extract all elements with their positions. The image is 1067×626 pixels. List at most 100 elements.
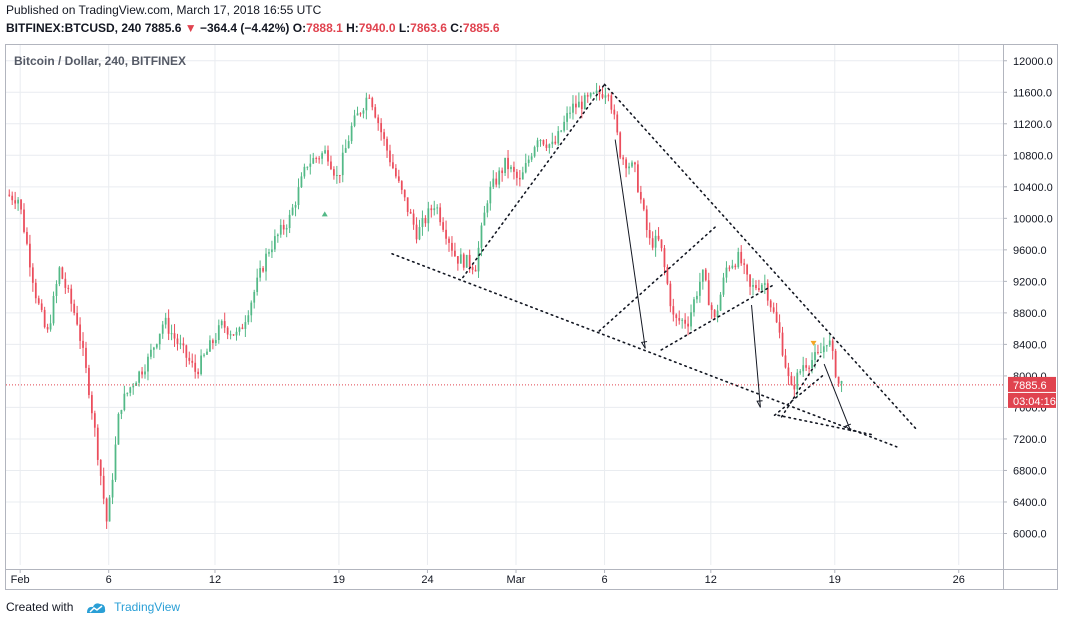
candle-body: [129, 387, 132, 393]
candle-body: [380, 123, 383, 133]
y-tick-label: 11200.0: [1013, 119, 1052, 131]
y-tick-label: 10000.0: [1013, 213, 1053, 225]
candle-body: [276, 234, 279, 237]
candle-body: [88, 367, 90, 396]
candle-body: [212, 340, 214, 344]
candle-body: [811, 360, 813, 369]
candle-body: [200, 355, 202, 375]
y-tick-label: 8400.0: [1013, 339, 1047, 351]
candle-body: [262, 268, 264, 272]
candle-body: [418, 227, 421, 240]
candle-body: [300, 176, 303, 188]
candle-body: [831, 340, 834, 351]
candle-body: [639, 191, 642, 200]
candle-body: [746, 264, 748, 275]
candle-body: [589, 93, 592, 97]
candle-body: [152, 347, 155, 350]
candle-body: [657, 235, 660, 240]
y-tick-label: 6400.0: [1013, 497, 1047, 509]
candle-body: [235, 331, 238, 336]
candle-body: [527, 159, 530, 164]
candle-body: [49, 323, 52, 330]
candle-body: [451, 242, 453, 251]
candle-body: [749, 274, 751, 287]
candle-body: [11, 195, 14, 201]
candle-body: [793, 384, 796, 390]
candle-body: [734, 265, 737, 268]
candle-body: [725, 267, 728, 278]
x-tick-label: Feb: [11, 574, 30, 586]
candle-body: [126, 392, 129, 394]
candle-body: [179, 343, 182, 345]
candle-body: [536, 140, 539, 148]
last-price-tag: [1008, 376, 1056, 392]
trend-line: [603, 83, 919, 432]
candle-body: [170, 333, 173, 335]
candle-body: [684, 319, 687, 324]
candle-body: [513, 166, 515, 172]
candle-body: [436, 207, 439, 209]
candle-body: [312, 157, 315, 164]
candle-body: [592, 93, 595, 95]
candle-body: [542, 140, 545, 145]
candle-body: [704, 269, 707, 281]
candle-body: [837, 376, 840, 384]
candle-body: [648, 230, 651, 239]
candle-body: [182, 343, 185, 346]
candle-body: [158, 333, 161, 345]
trend-line: [660, 284, 774, 351]
candle-body: [483, 212, 486, 226]
candle-body: [273, 236, 276, 250]
y-tick-label: 10800.0: [1013, 150, 1053, 162]
candle-body: [681, 319, 684, 321]
candle-body: [619, 132, 622, 158]
candle-body: [395, 168, 397, 177]
candle-body: [758, 288, 760, 290]
y-tick-label: 10400.0: [1013, 182, 1053, 194]
candle-body: [814, 352, 816, 361]
trend-line: [773, 375, 824, 417]
candle-body: [772, 307, 775, 312]
candle-body: [232, 334, 235, 336]
candle-body: [462, 254, 465, 268]
candle-body: [29, 243, 31, 268]
arrow-shaft: [823, 363, 852, 432]
candle-body: [696, 295, 698, 300]
candle-body: [61, 267, 64, 279]
candle-body: [454, 250, 456, 257]
candle-body: [415, 224, 418, 240]
x-tick-label: 19: [333, 574, 345, 586]
candle-body: [471, 267, 474, 270]
open-value: 7888.1: [306, 21, 343, 35]
candle-body: [353, 115, 356, 126]
candle-body: [105, 498, 108, 522]
candle-body: [256, 277, 259, 292]
candle-body: [344, 148, 347, 153]
candle-body: [480, 225, 483, 248]
x-tick-label: 6: [106, 574, 112, 586]
candle-body: [117, 413, 120, 445]
candle-body: [164, 317, 167, 325]
candle-body: [583, 95, 586, 110]
x-tick-label: 24: [421, 574, 433, 586]
candle-body: [516, 171, 518, 178]
candle-body: [241, 327, 244, 329]
candle-body: [389, 150, 391, 163]
candle-body: [421, 218, 424, 228]
candle-body: [111, 479, 114, 498]
tradingview-brand-link[interactable]: TradingView: [114, 600, 181, 614]
candle-body: [209, 340, 211, 352]
candle-body: [710, 305, 713, 310]
candle-body: [265, 253, 267, 272]
candle-body: [377, 117, 380, 124]
arrow-shaft: [614, 139, 646, 349]
candle-body: [220, 321, 223, 326]
chart-title: Bitcoin / Dollar, 240, BITFINEX: [14, 54, 186, 68]
candle-body: [634, 162, 636, 165]
candle-body: [468, 254, 471, 268]
candle-body: [504, 157, 506, 174]
arrow-head: [756, 400, 763, 408]
chart-frame: [5, 44, 1058, 590]
candle-body: [26, 231, 28, 244]
